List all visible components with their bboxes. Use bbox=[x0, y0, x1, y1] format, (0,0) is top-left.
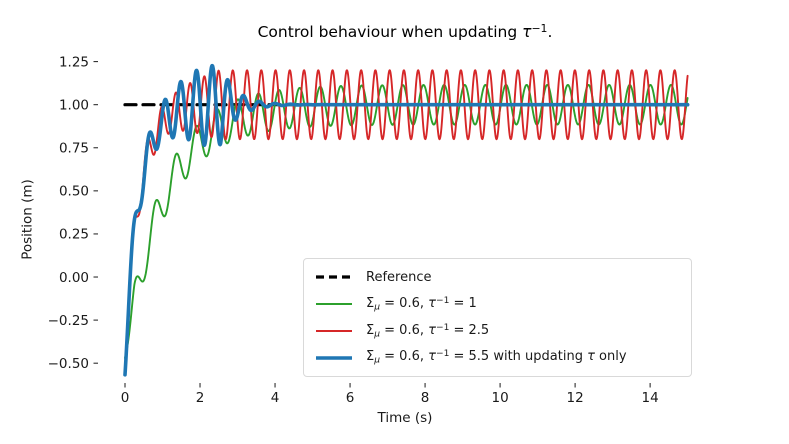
x-tick-label: 10 bbox=[491, 390, 508, 406]
y-tick-label: 0.50 bbox=[59, 184, 89, 200]
chart-title: Control behaviour when updating τ−1. bbox=[257, 22, 553, 41]
y-axis-label: Position (m) bbox=[19, 179, 36, 260]
legend-item-reference: Reference bbox=[304, 269, 691, 285]
legend-line-sample-sigma-mu-0.6-tau-inv-2.5 bbox=[316, 329, 352, 332]
series-line-sigma-mu-0.6-tau-inv-2.5 bbox=[124, 69, 689, 375]
y-tick-label: −0.50 bbox=[48, 356, 89, 372]
legend-label-reference: Reference bbox=[366, 269, 432, 285]
legend-label-sigma-mu-0.6-tau-inv-2.5: Σμ = 0.6, τ−1 = 2.5 bbox=[366, 322, 490, 339]
y-tick-label: −0.25 bbox=[48, 313, 89, 329]
legend-item-sigma-mu-0.6-tau-inv-5.5-updating-tau-only: Σμ = 0.6, τ−1 = 5.5 with updating τ only bbox=[304, 349, 691, 366]
y-tick-label: 0.00 bbox=[59, 270, 89, 286]
y-tick-label: 1.00 bbox=[59, 97, 89, 113]
legend-item-sigma-mu-0.6-tau-inv-1: Σμ = 0.6, τ−1 = 1 bbox=[304, 296, 691, 312]
y-tick-label: 1.25 bbox=[59, 54, 89, 70]
legend-line-sample-sigma-mu-0.6-tau-inv-5.5-updating-tau-only bbox=[316, 355, 352, 360]
y-tick-label: 0.25 bbox=[59, 227, 89, 243]
x-tick-label: 0 bbox=[121, 390, 130, 406]
x-tick-label: 14 bbox=[642, 390, 659, 406]
x-tick-label: 6 bbox=[346, 390, 355, 406]
x-tick-label: 8 bbox=[421, 390, 430, 406]
legend-label-sigma-mu-0.6-tau-inv-1: Σμ = 0.6, τ−1 = 1 bbox=[366, 295, 477, 313]
legend-line-sample-sigma-mu-0.6-tau-inv-1 bbox=[316, 302, 352, 305]
x-tick-label: 2 bbox=[196, 390, 205, 406]
x-tick-label: 12 bbox=[567, 390, 584, 406]
legend-item-sigma-mu-0.6-tau-inv-2.5: Σμ = 0.6, τ−1 = 2.5 bbox=[304, 323, 691, 339]
legend-label-sigma-mu-0.6-tau-inv-5.5-updating-tau-only: Σμ = 0.6, τ−1 = 5.5 with updating τ only bbox=[366, 349, 627, 366]
x-tick-label: 4 bbox=[271, 390, 280, 406]
series-line-sigma-mu-0.6-tau-inv-5.5-updating-tau-only bbox=[123, 63, 690, 377]
y-tick-label: 0.75 bbox=[59, 141, 89, 157]
legend: Reference Σμ = 0.6, τ−1 = 1 Σμ = 0.6, τ−1 … bbox=[303, 258, 692, 377]
legend-line-sample-reference bbox=[316, 275, 352, 279]
x-axis-label: Time (s) bbox=[377, 410, 433, 426]
